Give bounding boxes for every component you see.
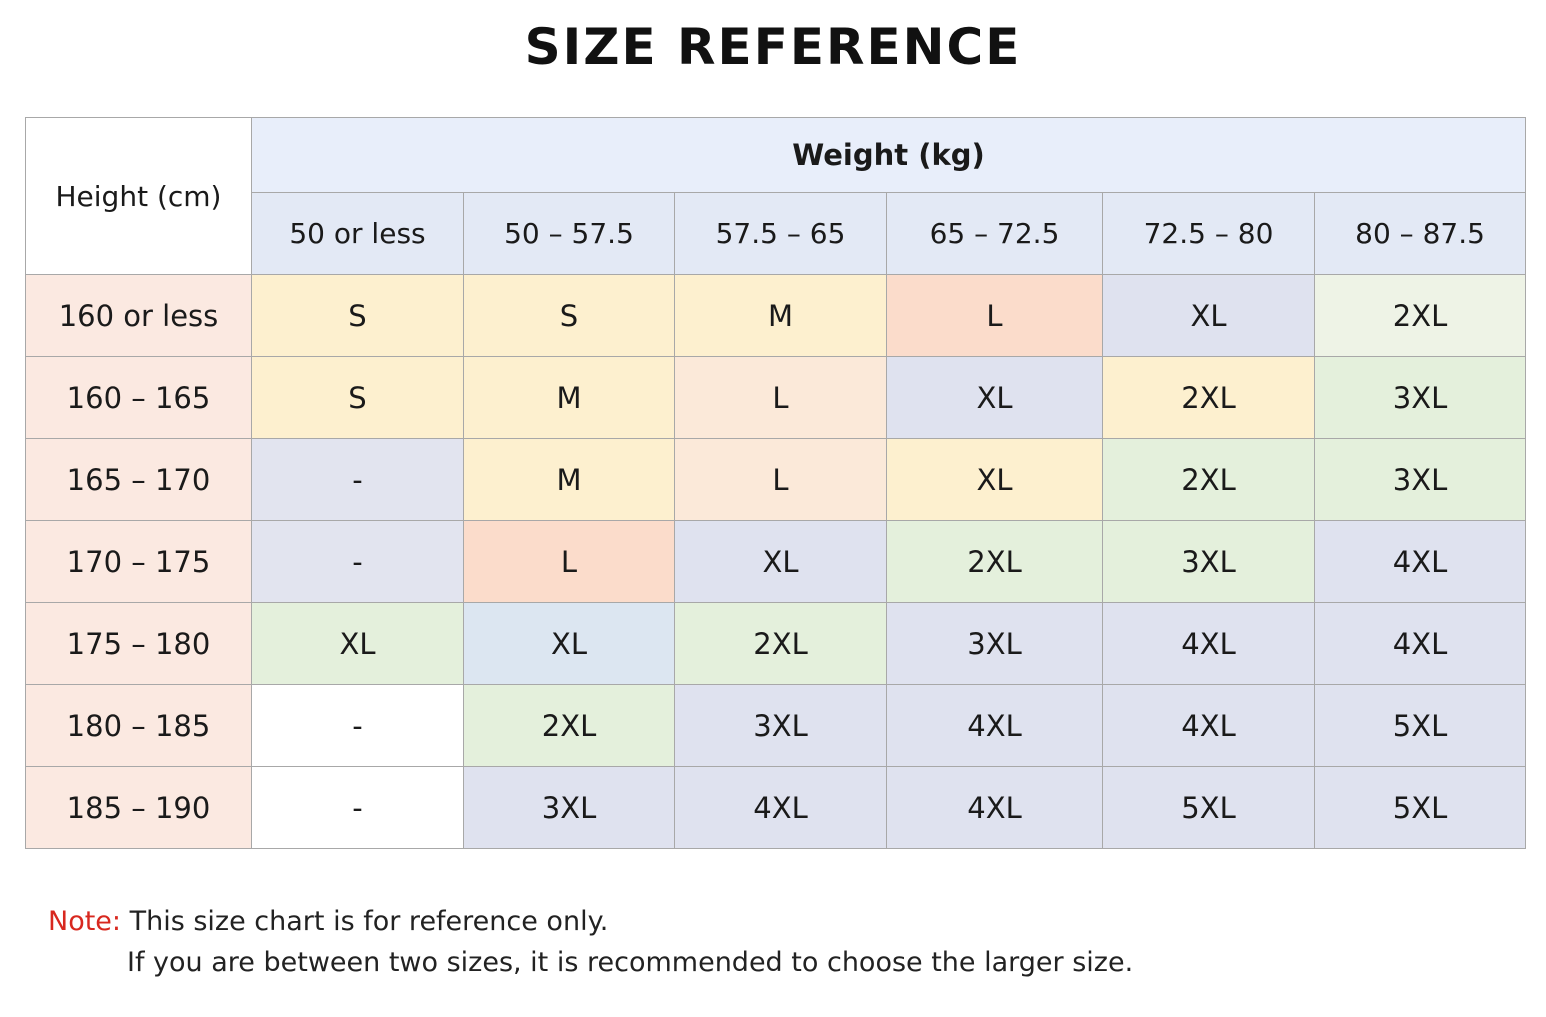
size-cell: XL bbox=[463, 602, 675, 685]
table-row: 175 – 180 XL XL 2XL 3XL 4XL 4XL bbox=[25, 602, 1527, 685]
size-cell: M bbox=[674, 274, 887, 357]
size-cell: 2XL bbox=[1102, 356, 1315, 439]
height-range-cell: 170 – 175 bbox=[25, 520, 252, 603]
size-cell: 5XL bbox=[1102, 766, 1315, 849]
size-cell: 2XL bbox=[1313, 274, 1527, 357]
table-row: 160 – 165 S M L XL 2XL 3XL bbox=[25, 356, 1527, 439]
size-cell: 4XL bbox=[1102, 602, 1315, 685]
size-cell: 3XL bbox=[1102, 520, 1315, 603]
size-cell: 4XL bbox=[886, 766, 1103, 849]
size-cell: L bbox=[674, 356, 887, 439]
weight-range-header: 72.5 – 80 bbox=[1102, 192, 1315, 275]
size-cell: 3XL bbox=[674, 684, 887, 767]
size-cell: 3XL bbox=[463, 766, 675, 849]
size-cell: - bbox=[251, 438, 464, 521]
size-cell: S bbox=[251, 274, 464, 357]
size-cell: 4XL bbox=[886, 684, 1103, 767]
size-table-body: 160 or less S S M L XL 2XL 160 – 165 S M L XL 2XL 3XL… bbox=[25, 274, 1527, 849]
height-range-cell: 165 – 170 bbox=[25, 438, 252, 521]
table-row: 165 – 170- M L XL 2XL 3XL bbox=[25, 438, 1527, 521]
page-title: SIZE REFERENCE bbox=[524, 18, 1022, 76]
size-cell: 4XL bbox=[1313, 602, 1527, 685]
size-cell: 2XL bbox=[886, 520, 1103, 603]
weight-range-header: 65 – 72.5 bbox=[886, 192, 1103, 275]
size-cell: XL bbox=[674, 520, 887, 603]
height-range-cell: 160 or less bbox=[25, 274, 252, 357]
height-range-cell: 185 – 190 bbox=[25, 766, 252, 849]
size-cell: 2XL bbox=[463, 684, 675, 767]
size-cell: 3XL bbox=[1313, 438, 1527, 521]
size-cell: M bbox=[463, 356, 675, 439]
size-cell: - bbox=[251, 684, 464, 767]
size-cell: XL bbox=[886, 438, 1103, 521]
note: Note: This size chart is for reference o… bbox=[48, 902, 608, 942]
size-cell: 3XL bbox=[1313, 356, 1527, 439]
size-cell: L bbox=[886, 274, 1103, 357]
weight-range-header: 50 or less bbox=[251, 192, 464, 275]
weight-column-header: Weight (kg) bbox=[250, 117, 1527, 193]
size-cell: XL bbox=[251, 602, 464, 685]
note-label: Note: bbox=[48, 906, 122, 937]
size-cell: 2XL bbox=[674, 602, 887, 685]
size-cell: XL bbox=[886, 356, 1103, 439]
table-row: 180 – 185-2XL 3XL 4XL 4XL 5XL bbox=[25, 684, 1527, 767]
table-row: 170 – 175- L XL 2XL 3XL 4XL bbox=[25, 520, 1527, 603]
size-cell: S bbox=[251, 356, 464, 439]
height-column-header: Height (cm) bbox=[25, 117, 252, 275]
size-cell: - bbox=[251, 766, 464, 849]
note-line-2: If you are between two sizes, it is reco… bbox=[127, 947, 1134, 978]
size-cell: - bbox=[251, 520, 464, 603]
size-cell: XL bbox=[1102, 274, 1315, 357]
height-range-cell: 175 – 180 bbox=[25, 602, 252, 685]
size-table: Height (cm) Weight (kg) 50 or less 50 – … bbox=[25, 117, 1527, 849]
size-cell: 3XL bbox=[886, 602, 1103, 685]
size-cell: 2XL bbox=[1102, 438, 1315, 521]
weight-range-header: 57.5 – 65 bbox=[674, 192, 887, 275]
weight-range-header: 50 – 57.5 bbox=[463, 192, 675, 275]
weight-range-header: 80 – 87.5 bbox=[1313, 192, 1527, 275]
note-line-1: This size chart is for reference only. bbox=[129, 906, 609, 937]
size-cell: 4XL bbox=[1102, 684, 1315, 767]
table-row: 160 or less S S M L XL 2XL bbox=[25, 274, 1527, 357]
height-range-cell: 160 – 165 bbox=[25, 356, 252, 439]
height-range-cell: 180 – 185 bbox=[25, 684, 252, 767]
size-cell: L bbox=[674, 438, 887, 521]
size-cell: 5XL bbox=[1313, 684, 1527, 767]
size-cell: L bbox=[463, 520, 675, 603]
table-row: 185 – 190-3XL 4XL 4XL 5XL 5XL bbox=[25, 766, 1527, 849]
size-cell: 5XL bbox=[1313, 766, 1527, 849]
size-cell: S bbox=[463, 274, 675, 357]
size-cell: M bbox=[463, 438, 675, 521]
size-cell: 4XL bbox=[674, 766, 887, 849]
size-cell: 4XL bbox=[1313, 520, 1527, 603]
